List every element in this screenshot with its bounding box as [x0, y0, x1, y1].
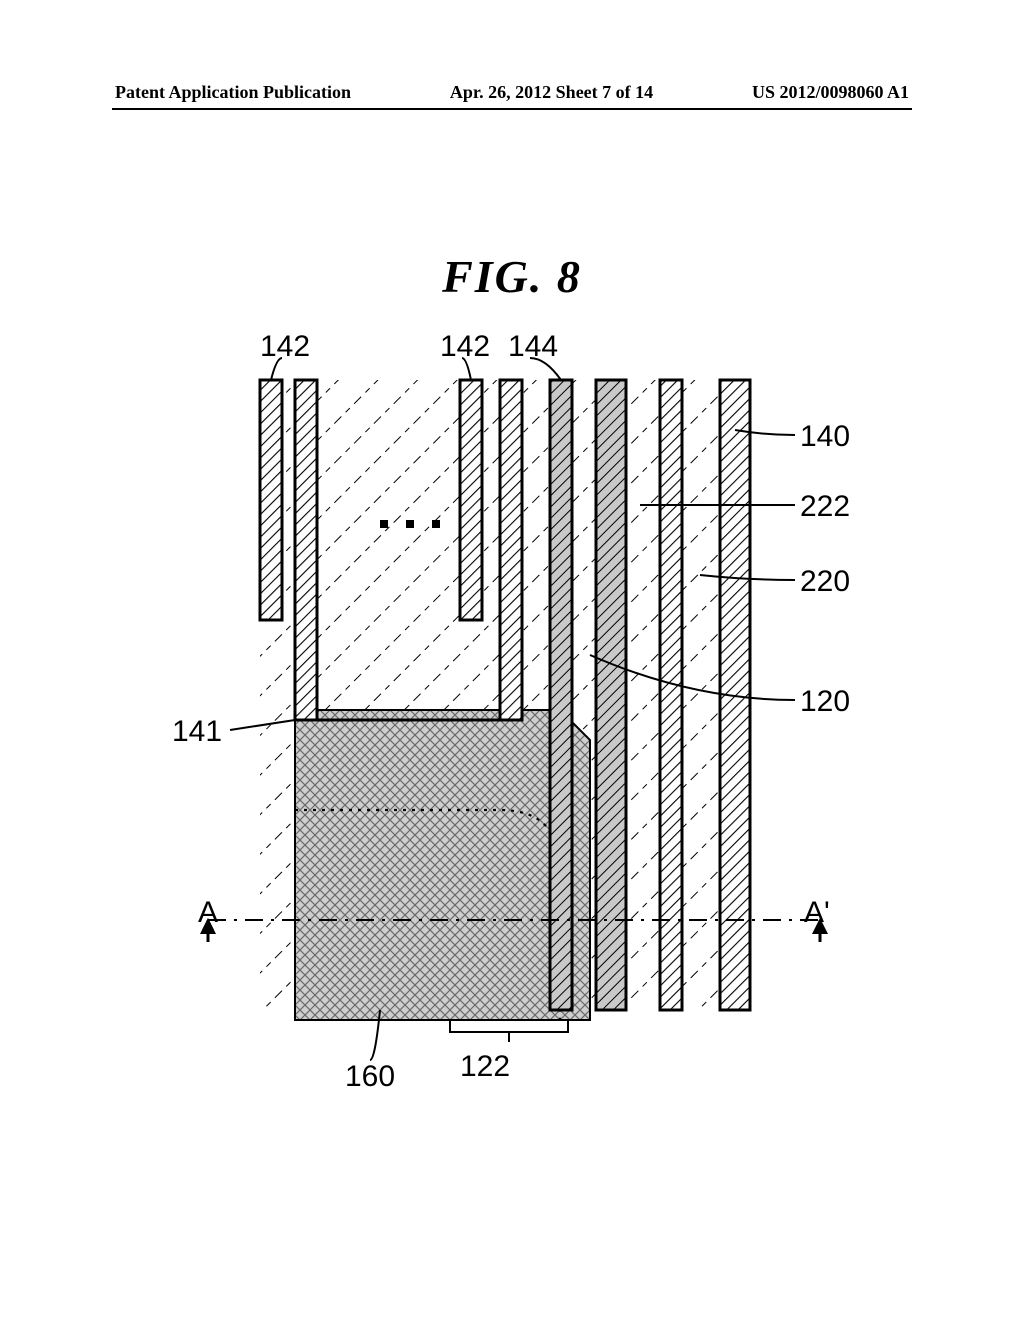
- page-header: Patent Application Publication Apr. 26, …: [0, 82, 1024, 103]
- callout-220: 220: [800, 565, 850, 599]
- section-ap-text: A': [804, 896, 830, 929]
- section-label-a-prime: A': [804, 896, 830, 930]
- header-left: Patent Application Publication: [115, 82, 351, 103]
- callout-144: 144: [508, 330, 558, 364]
- section-a-text: A: [198, 896, 218, 929]
- header-right: US 2012/0098060 A1: [752, 82, 909, 103]
- callout-140: 140: [800, 420, 850, 454]
- figure-svg: [160, 320, 860, 1100]
- figure-title: FIG. 8: [0, 250, 1024, 303]
- header-center: Apr. 26, 2012 Sheet 7 of 14: [450, 82, 653, 103]
- callout-142-right: 142: [440, 330, 490, 364]
- callout-160: 160: [345, 1060, 395, 1094]
- callout-142-left: 142: [260, 330, 310, 364]
- callout-120: 120: [800, 685, 850, 719]
- callout-122: 122: [460, 1050, 510, 1084]
- header-rule: [112, 108, 912, 110]
- callout-141: 141: [172, 715, 222, 749]
- section-label-a: A: [198, 896, 218, 930]
- callout-222: 222: [800, 490, 850, 524]
- figure-8: A A' 142 142 144 140 222 220 120 141 160…: [160, 320, 860, 1100]
